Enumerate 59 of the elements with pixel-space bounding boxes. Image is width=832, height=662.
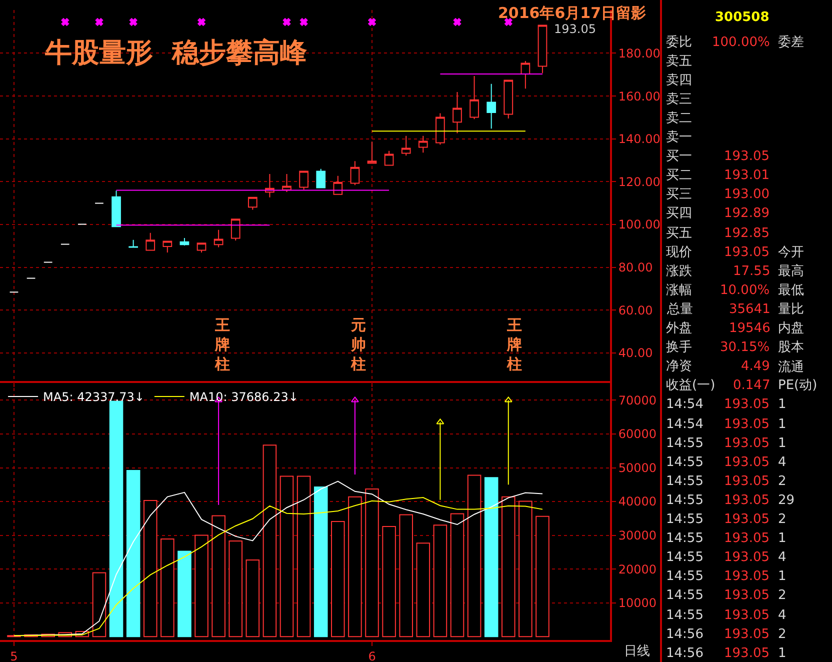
- text: 14:56 193.05 1: [666, 646, 786, 661]
- text: 买一 193.05: [666, 149, 770, 164]
- text: 卖一: [666, 130, 692, 145]
- text: 外盘 19546 内盘: [666, 321, 804, 336]
- text: 14:55 193.05 2: [666, 588, 786, 603]
- text: 卖二: [666, 111, 692, 126]
- text: 14:55 193.05 4: [666, 455, 786, 470]
- text: 193.05: [554, 22, 596, 36]
- y-tick-label: 20000: [618, 562, 657, 576]
- text: 买三 193.00: [666, 187, 770, 202]
- text: 净资 4.49 流通: [666, 359, 804, 375]
- text: 涨幅 10.00% 最低: [666, 283, 804, 298]
- text: 现价 193.05 今开: [666, 245, 804, 260]
- text: 14:55 193.05 29: [666, 493, 795, 508]
- text: 14:56 193.05 2: [666, 627, 786, 642]
- text: 日线: [624, 644, 650, 659]
- text: 14:55 193.05 2: [666, 474, 786, 489]
- y-tick-label: 40.00: [618, 346, 653, 360]
- text: 换手 30.15% 股本: [666, 340, 804, 355]
- text: 300508: [715, 10, 770, 25]
- y-tick-label: 160.00: [618, 89, 660, 104]
- text: 14:54 193.05 1: [666, 417, 786, 432]
- text: 14:54 193.05 1: [666, 397, 786, 412]
- y-tick-label: 120.00: [618, 174, 660, 189]
- text: 14:55 193.05 2: [666, 512, 786, 527]
- annotation: 王牌柱: [506, 316, 522, 373]
- annotation: 王牌柱: [214, 316, 230, 373]
- text: 买二 193.01: [666, 168, 770, 183]
- y-tick-label: 30000: [618, 528, 657, 543]
- y-tick-label: 10000: [618, 596, 657, 610]
- text: 14:55 193.05 1: [666, 569, 786, 584]
- text: 卖四: [666, 73, 692, 88]
- text: 买四 192.89: [666, 206, 770, 221]
- text: 卖五: [666, 54, 692, 69]
- text: 14:55 193.05 4: [666, 550, 786, 565]
- legend-label: MA5: 42337.73↓: [43, 390, 144, 404]
- x-tick-label: 6: [368, 649, 376, 662]
- text: 14:55 193.05 4: [666, 608, 786, 623]
- y-tick-label: 140.00: [618, 132, 660, 146]
- y-tick-label: 70000: [618, 393, 657, 408]
- text: 14:55 193.05 1: [666, 531, 786, 546]
- x-tick-label: 5: [10, 649, 18, 662]
- y-tick-label: 180.00: [618, 46, 660, 60]
- legend-label: MA10: 37686.23↓: [189, 390, 298, 404]
- y-tick-label: 50000: [618, 460, 657, 475]
- text: 涨跌 17.55 最高: [666, 264, 804, 279]
- y-tick-label: 40000: [618, 494, 657, 509]
- y-tick-label: 100.00: [618, 218, 660, 232]
- text: 卖三: [666, 92, 692, 107]
- text: 收益(一) 0.147 PE(动): [666, 378, 818, 393]
- text: 买五 192.85: [666, 226, 770, 241]
- annotation: 元帅柱: [350, 316, 366, 373]
- y-tick-label: 80.00: [618, 260, 653, 275]
- y-tick-label: 60000: [618, 427, 657, 442]
- text: 牛股量形 稳步攀高峰: [44, 37, 308, 68]
- text: 总量 35641 量比: [667, 302, 804, 317]
- text: 14:55 193.05 1: [666, 436, 786, 451]
- y-tick-label: 60.00: [618, 303, 653, 318]
- text: 委比 100.00% 委差: [666, 35, 804, 50]
